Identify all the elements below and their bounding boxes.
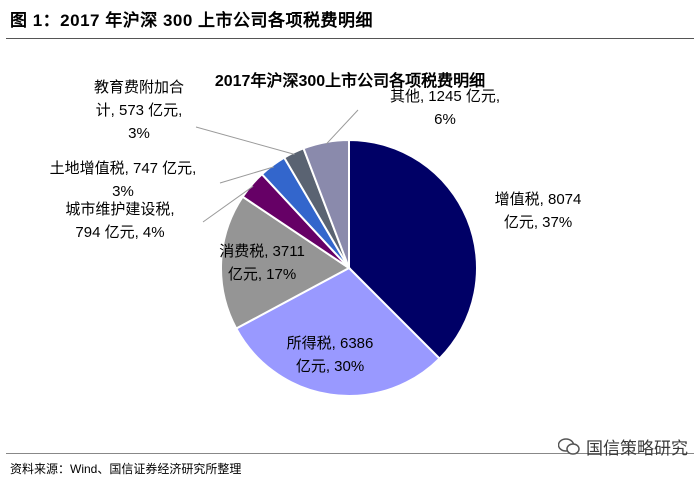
source-note: 资料来源：Wind、国信证券经济研究所整理 [10,462,242,476]
chart-title: 2017年沪深300上市公司各项税费明细 [215,71,485,90]
wechat-icon [558,437,580,455]
top-rule [6,38,694,39]
data-label-line: 其他, 1245 亿元, [390,88,500,105]
data-label-line: 所得税, 6386 [287,335,374,352]
data-label-line: 消费税, 3711 [219,243,305,260]
data-label-line: 794 亿元, 4% [75,224,164,241]
data-label-line: 亿元, 17% [228,266,296,283]
data-label-1: 增值税, 8074 亿元, 37% [495,191,582,231]
data-label-line: 计, 573 亿元, [96,102,183,119]
data-label-line: 3% [112,183,134,200]
figure-title: 图 1：2017 年沪深 300 上市公司各项税费明细 [10,11,374,30]
data-label-line: 亿元, 30% [296,358,364,375]
data-label-line: 教育费附加合 [94,79,184,96]
leader-line-4 [202,185,254,223]
data-label-2: 所得税, 6386 亿元, 30% [287,335,374,375]
data-label-line: 增值税, 8074 [495,191,582,208]
pie-slice-2 [234,266,441,397]
data-label-line: 3% [128,125,150,142]
leader-line-6 [195,126,295,155]
data-label-line: 城市维护建设税, [65,201,174,218]
bottom-rule [6,453,694,454]
data-label-line: 土地增值税, 747 亿元, [50,160,197,177]
leader-line-7 [325,109,359,145]
pie-slice-3 [220,195,351,330]
leader-line-5 [219,166,274,184]
pie-slice-7 [302,138,350,269]
data-label-5: 土地增值税, 747 亿元, 3% [50,160,197,200]
watermark-text: 国信策略研究 [586,439,688,458]
pie-slice-1 [348,138,478,360]
data-label-6: 教育费附加合计, 573 亿元, 3% [94,79,184,142]
data-label-line: 亿元, 37% [504,214,572,231]
data-label-3: 消费税, 3711 亿元, 17% [219,243,305,283]
data-label-7: 其他, 1245 亿元, 6% [390,88,500,128]
data-label-line: 6% [434,111,456,128]
data-label-4: 城市维护建设税, 794 亿元, 4% [65,201,174,241]
watermark: 国信策略研究 [558,434,688,459]
